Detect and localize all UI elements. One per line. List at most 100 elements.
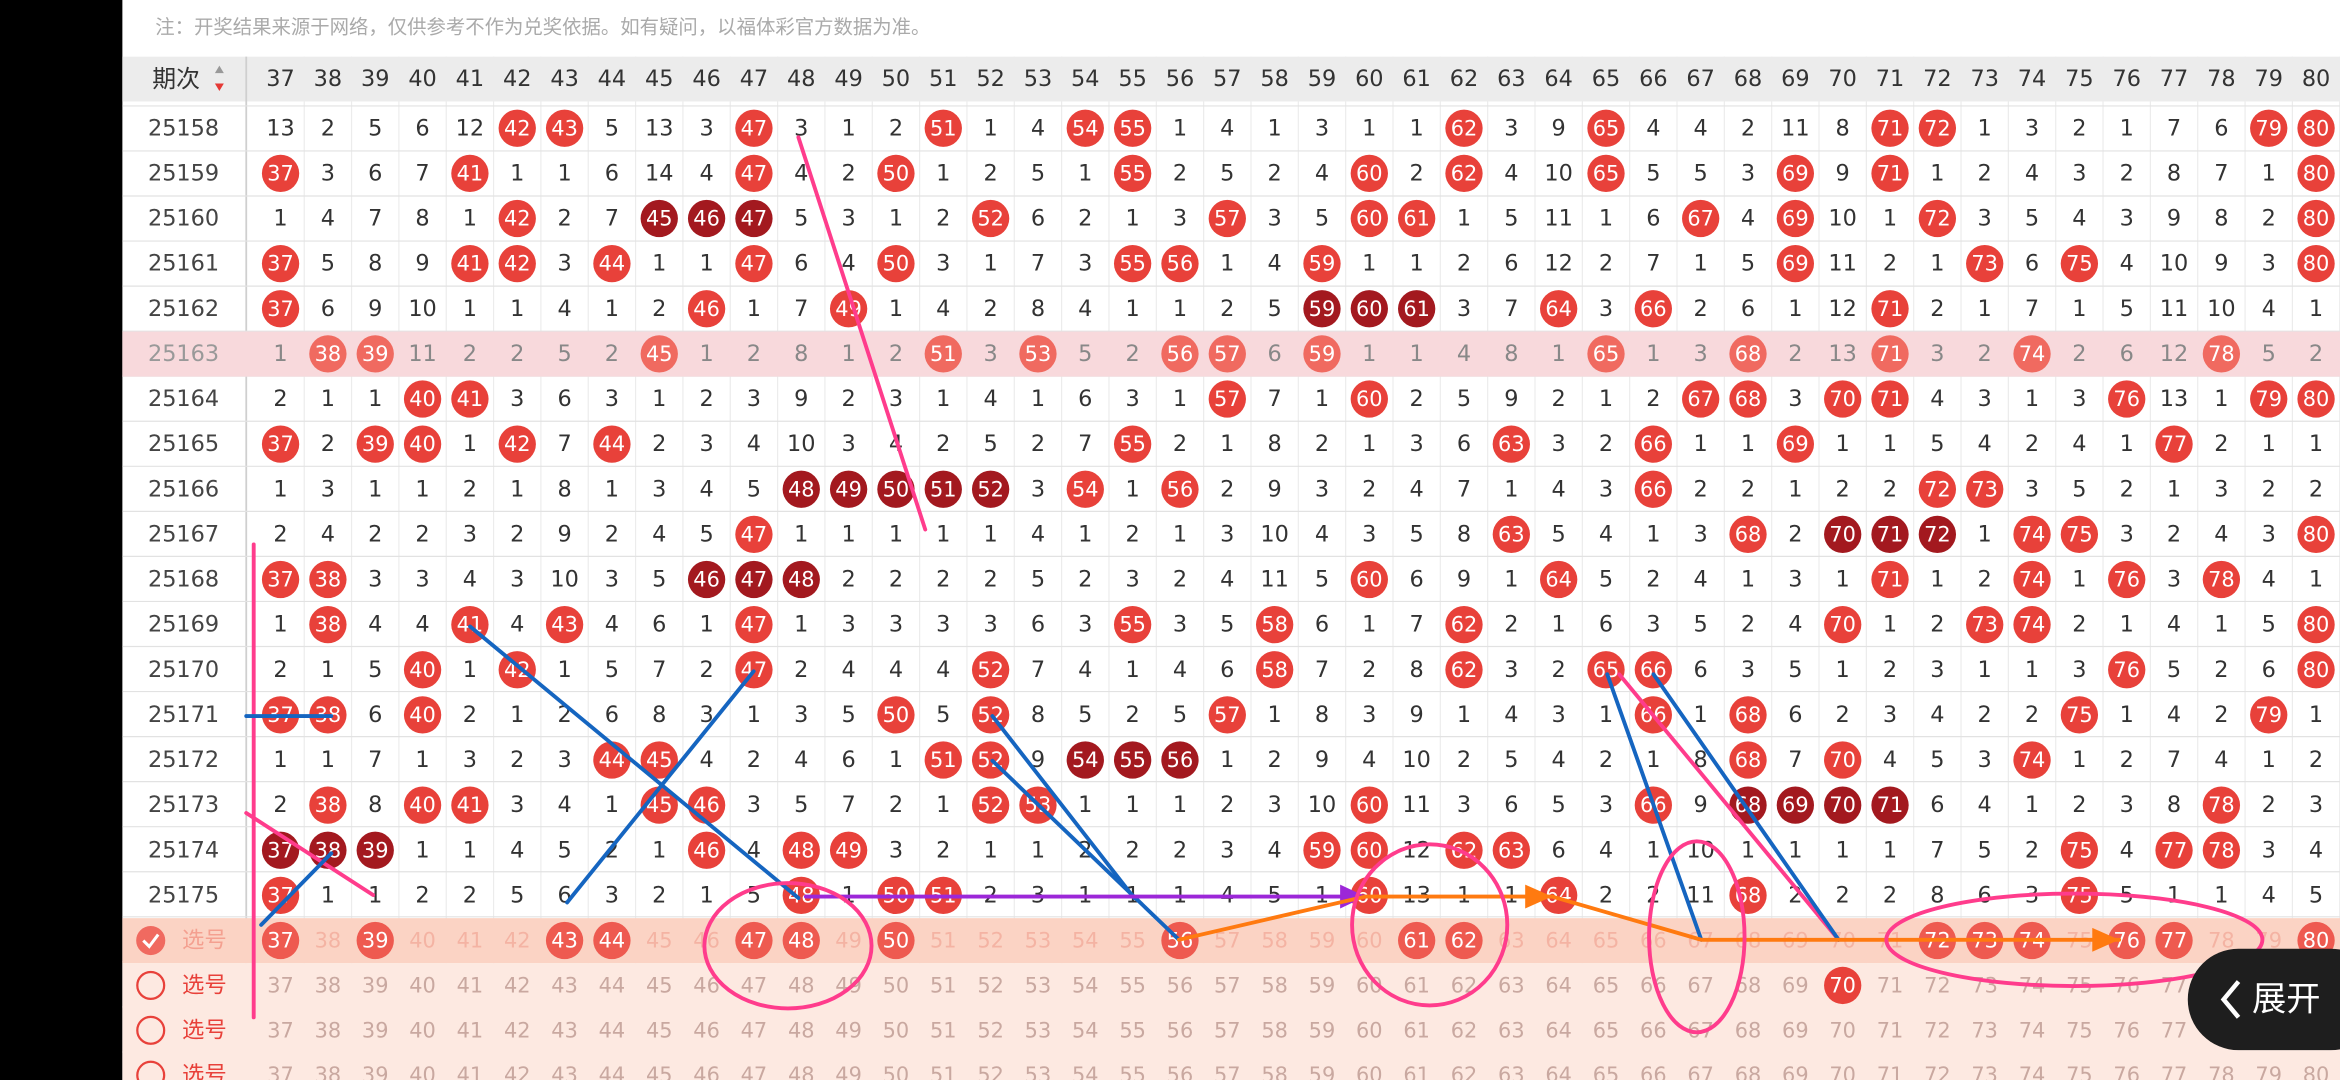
pick-number[interactable]: 76 [2113, 1018, 2140, 1042]
pick-cell[interactable]: 52 [977, 1018, 1004, 1042]
pick-cell[interactable]: 65 [1593, 929, 1620, 953]
pick-cell[interactable]: 61 [1403, 973, 1430, 997]
pick-number[interactable]: 57 [1214, 1018, 1241, 1042]
pick-cell[interactable]: 40 [409, 1063, 436, 1080]
pick-cell[interactable]: 66 [1640, 929, 1667, 953]
expand-bg[interactable] [2187, 948, 2340, 1051]
pick-number[interactable]: 58 [1261, 929, 1288, 953]
pick-number[interactable]: 47 [741, 1063, 768, 1080]
pick-cell[interactable]: 62 [1451, 1063, 1478, 1080]
pick-cell[interactable]: 68 [1735, 1063, 1762, 1080]
pick-cell[interactable]: 75 [2066, 1018, 2093, 1042]
pick-number[interactable]: 40 [409, 929, 436, 953]
pick-cell[interactable]: 42 [504, 1018, 531, 1042]
pick-cell[interactable]: 50 [883, 1063, 910, 1080]
pick-cell[interactable]: 63 [1498, 1018, 1525, 1042]
pick-number[interactable]: 63 [1498, 1063, 1525, 1080]
pick-cell[interactable]: 65 [1593, 973, 1620, 997]
pick-cell[interactable]: 63 [1498, 1063, 1525, 1080]
pick-number[interactable]: 45 [646, 1063, 673, 1080]
checkmark[interactable] [142, 933, 160, 949]
pick-number[interactable]: 43 [551, 1063, 578, 1080]
pick-cell[interactable]: 60 [1356, 973, 1383, 997]
pick-cell[interactable]: 60 [1356, 929, 1383, 953]
pick-cell[interactable]: 44 [599, 973, 626, 997]
pick-number[interactable]: 77 [2161, 1018, 2188, 1042]
pick-number[interactable]: 66 [1640, 1018, 1667, 1042]
pick-cell[interactable]: 70 [1829, 1018, 1856, 1042]
pick-number[interactable]: 76 [2113, 929, 2140, 953]
pick-cell[interactable]: 43 [545, 921, 584, 960]
pick-number[interactable]: 41 [457, 1063, 484, 1080]
pick-ball[interactable] [545, 921, 584, 960]
pick-number[interactable]: 74 [2019, 1063, 2046, 1080]
pick-cell[interactable]: 72 [1924, 973, 1951, 997]
pick-number[interactable]: 70 [1829, 1018, 1856, 1042]
pick-cell[interactable]: 45 [646, 1018, 673, 1042]
pick-ball[interactable] [261, 921, 300, 960]
pick-cell[interactable]: 77 [2161, 1063, 2188, 1080]
pick-number[interactable]: 59 [1309, 973, 1336, 997]
pick-number[interactable]: 60 [1356, 929, 1383, 953]
pick-number[interactable]: 57 [1214, 929, 1241, 953]
pick-number[interactable]: 77 [2161, 1063, 2188, 1080]
pick-number[interactable]: 52 [977, 929, 1004, 953]
pick-cell[interactable]: 69 [1782, 1063, 1809, 1080]
pick-number[interactable]: 80 [2303, 929, 2330, 953]
pick-number[interactable]: 41 [457, 1018, 484, 1042]
pick-label[interactable]: 选号 [182, 972, 227, 998]
pick-cell[interactable]: 65 [1593, 1063, 1620, 1080]
pick-cell[interactable]: 59 [1309, 1063, 1336, 1080]
pick-cell[interactable]: 73 [1971, 973, 1998, 997]
pick-cell[interactable]: 59 [1309, 1018, 1336, 1042]
pick-cell[interactable]: 43 [551, 973, 578, 997]
pick-number[interactable]: 55 [1119, 1063, 1146, 1080]
pick-number[interactable]: 72 [1924, 973, 1951, 997]
pick-number[interactable]: 49 [835, 1063, 862, 1080]
pick-number[interactable]: 77 [2161, 929, 2188, 953]
pick-number[interactable]: 75 [2066, 1018, 2093, 1042]
pick-number[interactable]: 61 [1403, 1063, 1430, 1080]
pick-number[interactable]: 51 [930, 1063, 957, 1080]
pick-number[interactable]: 54 [1072, 1018, 1099, 1042]
pick-cell[interactable]: 43 [551, 1063, 578, 1080]
pick-cell[interactable]: 50 [883, 973, 910, 997]
pick-cell[interactable]: 49 [835, 1018, 862, 1042]
pick-number[interactable]: 62 [1451, 1063, 1478, 1080]
pick-number[interactable]: 58 [1261, 973, 1288, 997]
pick-number[interactable]: 42 [504, 973, 531, 997]
pick-number[interactable]: 45 [646, 973, 673, 997]
pick-number[interactable]: 47 [741, 973, 768, 997]
pick-cell[interactable]: 77 [2161, 1018, 2188, 1042]
pick-cell[interactable]: 77 [2155, 921, 2193, 960]
pick-cell[interactable]: 54 [1072, 1063, 1099, 1080]
pick-number[interactable]: 51 [930, 1018, 957, 1042]
pick-cell[interactable]: 59 [1309, 973, 1336, 997]
pick-number[interactable]: 43 [551, 929, 578, 953]
pick-cell[interactable]: 58 [1261, 929, 1288, 953]
pick-cell[interactable]: 70 [1824, 966, 1862, 1005]
pick-cell[interactable]: 45 [646, 973, 673, 997]
pick-ball[interactable] [356, 921, 394, 960]
pick-cell[interactable]: 52 [977, 929, 1004, 953]
pick-cell[interactable]: 55 [1119, 1018, 1146, 1042]
pick-cell[interactable]: 58 [1261, 1063, 1288, 1080]
pick-cell[interactable]: 38 [315, 1063, 342, 1080]
pick-number[interactable]: 52 [977, 1018, 1004, 1042]
pick-number[interactable]: 71 [1877, 973, 1904, 997]
pick-number[interactable]: 52 [977, 973, 1004, 997]
pick-cell[interactable]: 74 [2019, 1063, 2046, 1080]
pick-number[interactable]: 48 [788, 1018, 815, 1042]
pick-cell[interactable]: 40 [409, 1018, 436, 1042]
pick-cell[interactable]: 63 [1498, 973, 1525, 997]
pick-cell[interactable]: 75 [2066, 1063, 2093, 1080]
pick-cell[interactable]: 72 [1924, 1018, 1951, 1042]
pick-selector[interactable]: 选号 [136, 1015, 227, 1045]
pick-number[interactable]: 55 [1119, 929, 1146, 953]
pick-number[interactable]: 59 [1309, 1063, 1336, 1080]
pick-cell[interactable]: 48 [782, 921, 820, 960]
pick-number[interactable]: 54 [1072, 929, 1099, 953]
pick-cell[interactable]: 69 [1782, 1018, 1809, 1042]
pick-cell[interactable]: 44 [599, 1018, 626, 1042]
pick-cell[interactable]: 41 [457, 1063, 484, 1080]
